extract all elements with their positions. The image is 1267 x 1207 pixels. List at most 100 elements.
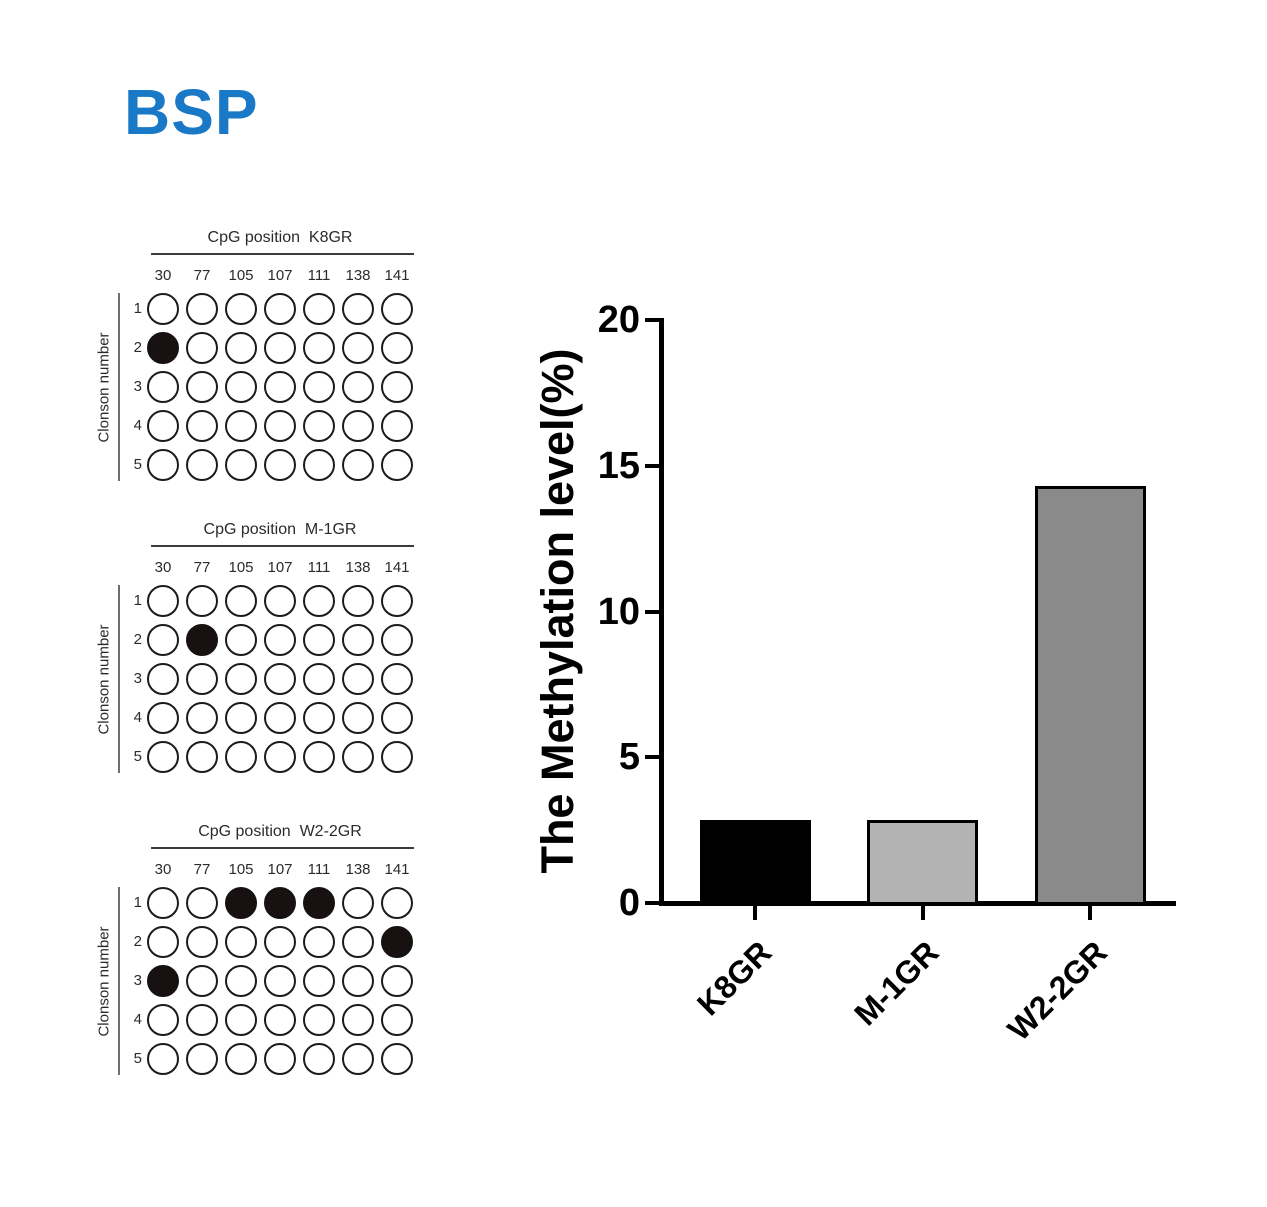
clone-number-axis-title: Clonson number — [95, 332, 113, 443]
dot-plot-title-underline — [151, 847, 414, 849]
y-tick — [645, 755, 660, 760]
clone-row — [147, 449, 413, 481]
clone-number-axis-title: Clonson number — [95, 624, 113, 735]
cpg-position-label: 107 — [267, 559, 293, 576]
cpg-circle-open — [381, 449, 413, 481]
y-tick — [645, 318, 660, 322]
x-tick — [920, 903, 925, 920]
cpg-circle-open — [225, 741, 257, 773]
dot-plot-title: CpG position W2-2GR — [198, 823, 362, 840]
cpg-position-label: 105 — [228, 267, 254, 284]
bar-K8GR — [699, 819, 811, 905]
cpg-position-label: 105 — [228, 559, 254, 576]
cpg-position-label: 141 — [384, 559, 410, 576]
cpg-circle-open — [342, 410, 374, 442]
cpg-circle-open — [186, 585, 218, 617]
clone-number-axis-title: Clonson number — [95, 926, 113, 1037]
cpg-circle-open — [225, 449, 257, 481]
cpg-circle-open — [342, 702, 374, 734]
cpg-circle-open — [381, 371, 413, 403]
cpg-circle-open — [342, 449, 374, 481]
cpg-circle-open — [264, 585, 296, 617]
cpg-position-label: 138 — [345, 267, 371, 284]
cpg-circle-open — [342, 585, 374, 617]
clone-number-label: 4 — [133, 709, 142, 726]
cpg-circle-filled — [381, 926, 413, 958]
x-category-label: W2-2GR — [999, 934, 1114, 1048]
cpg-circle-open — [264, 926, 296, 958]
y-tick-label: 5 — [618, 736, 640, 779]
cpg-position-headers: 30 77 105 107 111 138 141 — [147, 861, 413, 878]
cpg-circle-open — [303, 371, 335, 403]
cpg-position-label: 30 — [154, 861, 172, 878]
clone-row — [147, 1004, 413, 1036]
cpg-circle-open — [225, 371, 257, 403]
cpg-circle-open — [186, 926, 218, 958]
cpg-circle-filled — [147, 965, 179, 997]
cpg-circle-open — [303, 926, 335, 958]
clone-number-label: 4 — [133, 1011, 142, 1028]
cpg-circle-open — [342, 371, 374, 403]
cpg-position-label: 105 — [228, 861, 254, 878]
cpg-circle-open — [186, 293, 218, 325]
cpg-circle-open — [303, 663, 335, 695]
cpg-circle-open — [186, 449, 218, 481]
cpg-circle-open — [225, 965, 257, 997]
cpg-circle-open — [264, 371, 296, 403]
cpg-position-label: 30 — [154, 267, 172, 284]
cpg-position-label: 77 — [193, 559, 211, 576]
cpg-circle-open — [225, 1043, 257, 1075]
cpg-circle-open — [303, 624, 335, 656]
cpg-circle-open — [147, 371, 179, 403]
clone-row — [147, 1043, 413, 1075]
y-tick-label: 0 — [618, 882, 640, 924]
cpg-circle-open — [303, 741, 335, 773]
cpg-circle-open — [225, 585, 257, 617]
cpg-circle-open — [264, 624, 296, 656]
cpg-circle-open — [225, 663, 257, 695]
cpg-circle-open — [147, 410, 179, 442]
clone-row — [147, 624, 413, 656]
clone-number-label: 5 — [133, 1050, 142, 1067]
cpg-circle-open — [342, 332, 374, 364]
cpg-circle-open — [186, 702, 218, 734]
cpg-circle-open — [147, 293, 179, 325]
clone-row — [147, 371, 413, 403]
cpg-circle-open — [264, 663, 296, 695]
clone-number-label: 1 — [133, 592, 142, 609]
y-axis-line — [659, 318, 664, 906]
cpg-circle-open — [381, 1004, 413, 1036]
cpg-circle-open — [342, 1004, 374, 1036]
cpg-circle-open — [381, 585, 413, 617]
cpg-circle-open — [381, 702, 413, 734]
cpg-circle-open — [342, 293, 374, 325]
clone-row — [147, 293, 413, 325]
cpg-circle-open — [303, 965, 335, 997]
cpg-position-label: 30 — [154, 559, 172, 576]
cpg-circle-open — [342, 887, 374, 919]
cpg-circle-open — [303, 410, 335, 442]
figure-title: BSP — [124, 76, 259, 148]
cpg-circle-open — [381, 887, 413, 919]
cpg-circle-filled — [186, 624, 218, 656]
cpg-circle-open — [303, 702, 335, 734]
cpg-circle-open — [186, 371, 218, 403]
dot-plot-K8GR: CpG position K8GR 30 77 105 107 111 138 141 Clon… — [0, 229, 440, 499]
cpg-circle-open — [264, 293, 296, 325]
y-tick-label: 15 — [597, 444, 640, 487]
cpg-circle-open — [225, 410, 257, 442]
cpg-circle-open — [264, 1004, 296, 1036]
clone-number-label: 4 — [133, 417, 142, 434]
cpg-circle-open — [381, 965, 413, 997]
clone-row — [147, 702, 413, 734]
cpg-circle-open — [147, 702, 179, 734]
cpg-position-label: 111 — [307, 559, 331, 576]
cpg-circle-open — [381, 332, 413, 364]
cpg-position-label: 107 — [267, 267, 293, 284]
cpg-circle-open — [264, 449, 296, 481]
clone-number-label: 5 — [133, 456, 142, 473]
cpg-circle-open — [147, 741, 179, 773]
cpg-circle-open — [342, 624, 374, 656]
cpg-circle-open — [186, 410, 218, 442]
